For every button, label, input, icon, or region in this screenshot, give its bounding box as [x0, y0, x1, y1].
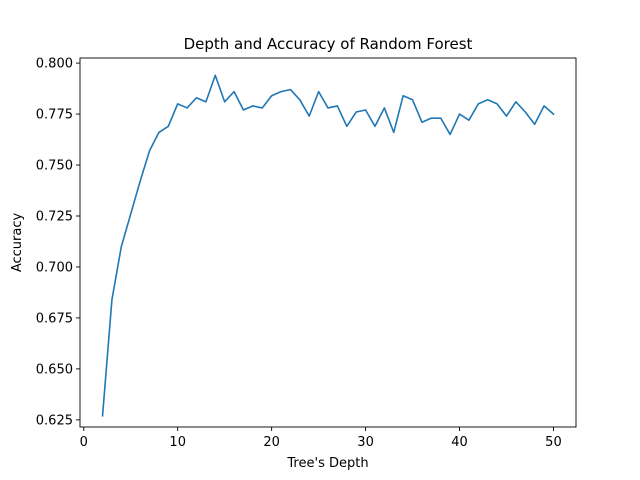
- plot-background: [80, 58, 576, 427]
- y-tick-label: 0.650: [36, 362, 73, 377]
- chart-title: Depth and Accuracy of Random Forest: [184, 35, 473, 53]
- x-tick-label: 10: [169, 435, 186, 450]
- x-axis-label: Tree's Depth: [286, 456, 368, 471]
- y-tick-label: 0.625: [36, 413, 73, 428]
- y-axis-label: Accuracy: [10, 213, 25, 273]
- x-tick-label: 40: [451, 435, 468, 450]
- y-axis: 0.625 0.650 0.675 0.700 0.725 0.750 0.775 0.800: [36, 57, 80, 428]
- y-tick-label: 0.675: [36, 311, 73, 326]
- x-tick-label: 50: [545, 435, 562, 450]
- plot-frame: [79, 57, 577, 428]
- y-tick-label: 0.800: [36, 57, 73, 72]
- y-tick-label: 0.775: [36, 108, 73, 123]
- x-tick-label: 30: [357, 435, 374, 450]
- x-axis: 0 10 20 30 40 50: [80, 427, 562, 450]
- x-tick-label: 0: [80, 435, 88, 450]
- x-tick-label: 20: [263, 435, 280, 450]
- y-tick-label: 0.700: [36, 260, 73, 275]
- series-line: [101, 74, 555, 417]
- y-tick-label: 0.725: [36, 209, 73, 224]
- y-tick-label: 0.750: [36, 159, 73, 174]
